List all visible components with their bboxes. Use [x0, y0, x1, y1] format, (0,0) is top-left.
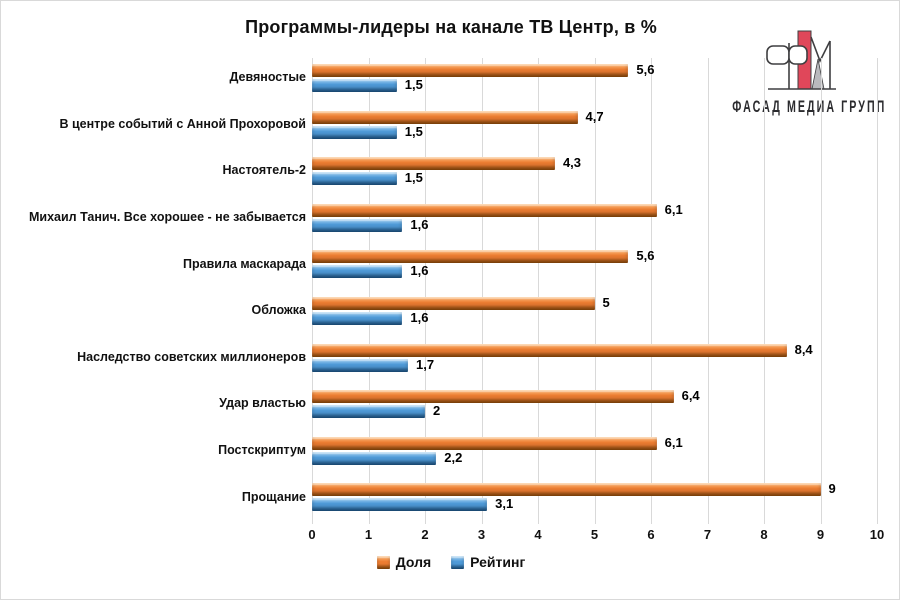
bar-reiting: [312, 498, 488, 512]
bar-value-label: 1,5: [404, 123, 423, 139]
bar-value-label: 1,5: [404, 170, 423, 186]
gridline: [820, 58, 822, 524]
chart-row: 5,6 1,6: [312, 244, 877, 290]
bar-value-label: 5,6: [636, 248, 655, 264]
gridline: [312, 58, 313, 524]
bar-value-label: 1,5: [404, 77, 423, 92]
category-label: Удар властью: [219, 396, 306, 411]
category-label: Правила маскарада: [183, 256, 306, 271]
bar-value-label: 5,6: [636, 62, 655, 77]
category-label: Настоятель-2: [222, 163, 306, 178]
bar-dolya: [312, 64, 629, 77]
bar-value-label: 1,6: [410, 216, 429, 232]
bar-reiting: [312, 172, 397, 186]
plot-area: 5,6 1,5 4,7 1,5 4,3 1,5 6,1 1,6 5,6 1,6 5 1,6 8,4 1,7…: [312, 58, 878, 524]
bar-value-label: 9: [828, 481, 836, 497]
bar-dolya: [312, 483, 821, 497]
bar-value-label: 4,7: [585, 108, 604, 124]
bar-dolya: [312, 297, 595, 310]
category-label: Девяностые: [229, 70, 306, 85]
gridline: [368, 58, 370, 524]
x-tick-label: 7: [703, 527, 712, 542]
chart-row: 6,1 2,2: [312, 431, 877, 477]
bar-value-label: 6,1: [664, 434, 683, 450]
legend-item-dolya: Доля: [376, 554, 432, 570]
bar-dolya: [312, 436, 657, 450]
bar-value-label: 2: [433, 403, 441, 419]
bar-reiting: [312, 451, 437, 465]
chart-row: 4,7 1,5: [312, 105, 877, 151]
chart-row: 6,1 1,6: [312, 198, 877, 244]
bar-value-label: 2,2: [444, 449, 463, 465]
legend-swatch-icon: [376, 555, 390, 569]
bar-reiting: [312, 265, 403, 279]
x-tick-label: 3: [477, 527, 486, 542]
bar-reiting: [312, 218, 403, 232]
logo-text: ФАСАД МЕДИА ГРУПП: [732, 97, 887, 116]
bar-dolya: [312, 390, 674, 404]
gridline: [538, 58, 539, 524]
chart-row: 6,4 2: [312, 384, 877, 430]
x-tick-label: 9: [816, 527, 825, 542]
gridline: [594, 58, 596, 524]
category-label: Наследство советских миллионеров: [77, 349, 306, 364]
chart-row: 9 3,1: [312, 477, 877, 523]
bar-reiting: [312, 358, 409, 372]
bar-value-label: 8,4: [794, 341, 813, 357]
bar-dolya: [312, 250, 629, 264]
bar-value-label: 3,1: [495, 496, 514, 512]
bar-value-label: 6,4: [681, 388, 700, 404]
gridline: [877, 58, 878, 524]
bar-reiting: [312, 405, 425, 419]
legend-item-reiting: Рейтинг: [451, 554, 525, 570]
chart-row: 5,6 1,5: [312, 58, 877, 104]
bar-dolya: [312, 157, 555, 171]
legend-label: Рейтинг: [470, 554, 526, 570]
bar-reiting: [312, 125, 397, 139]
bar-value-label: 1,6: [410, 263, 429, 279]
x-tick-label: 1: [364, 527, 373, 542]
gridline: [481, 58, 483, 524]
bar-reiting: [312, 312, 403, 325]
chart-row: 4,3 1,5: [312, 151, 877, 197]
x-tick-label: 4: [534, 527, 542, 542]
category-label: Постскриптум: [218, 442, 306, 457]
x-axis: 0 1 2 3 4 5 6 7 8 9 10: [308, 527, 884, 547]
category-labels: Девяностые В центре событий с Анной Прохо…: [7, 58, 306, 524]
category-label: Обложка: [251, 303, 306, 318]
bar-dolya: [312, 203, 657, 217]
chart-title: Программы-лидеры на канале ТВ Центр, в %: [245, 17, 657, 37]
x-tick-label: 5: [590, 527, 599, 542]
x-tick-label: 6: [647, 527, 655, 542]
category-label: В центре событий с Анной Прохоровой: [59, 116, 307, 131]
legend-label: Доля: [395, 554, 432, 570]
legend-swatch-icon: [451, 555, 465, 569]
bar-value-label: 6,1: [664, 201, 683, 217]
category-label: Прощание: [241, 489, 306, 504]
x-tick-label: 0: [308, 527, 316, 542]
bar-dolya: [312, 110, 578, 124]
logo: ФАСАД МЕДИА ГРУПП: [717, 27, 887, 116]
x-tick-label: 2: [421, 527, 429, 542]
category-label: Михаил Танич. Все хорошее - не забываетс…: [28, 209, 306, 224]
gridline: [425, 58, 426, 524]
x-tick-label: 10: [869, 527, 885, 542]
x-tick-label: 8: [760, 527, 768, 542]
gridline: [707, 58, 709, 524]
legend: Доля Рейтинг: [1, 554, 899, 570]
bar-value-label: 4,3: [562, 155, 582, 171]
bar-value-label: 1,6: [410, 310, 429, 325]
bar-value-label: 5: [602, 295, 610, 310]
bar-reiting: [312, 79, 397, 92]
chart-row: 5 1,6: [312, 291, 877, 337]
gridline: [764, 58, 765, 524]
bar-dolya: [312, 343, 787, 357]
gridline: [651, 58, 652, 524]
chart-row: 8,4 1,7: [312, 338, 877, 384]
bar-value-label: 1,7: [416, 356, 435, 372]
